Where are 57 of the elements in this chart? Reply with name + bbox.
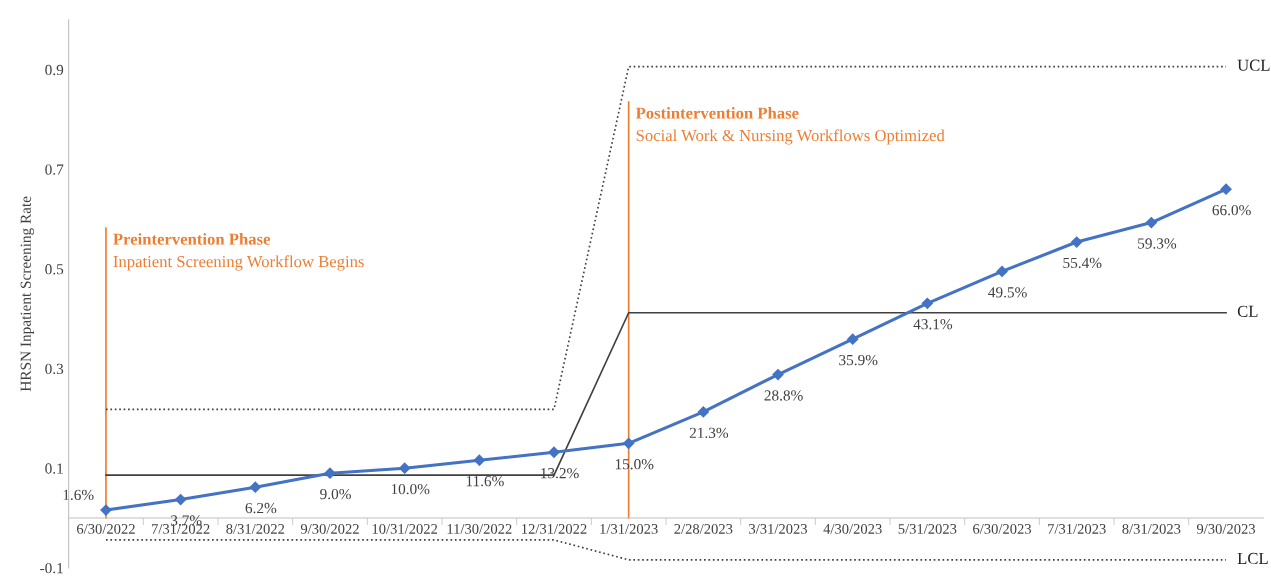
ref-line-label: Preintervention Phase Inpatient Screening Workflow Begins (113, 233, 364, 271)
x-tick-label: 6/30/2023 (973, 524, 1032, 534)
series-label: LCL (1237, 552, 1268, 565)
data-label: 1.6% (63, 489, 94, 501)
point (399, 462, 411, 474)
x-tick-label: 2/28/2023 (674, 524, 733, 534)
y-tick-label: 0.1 (45, 463, 63, 474)
ref-line-label: Postintervention Phase Social Work & Nursing Workflows Optimized (635, 107, 945, 145)
y-tick-label: 0.9 (45, 64, 64, 76)
data-label: 3.7% (171, 515, 202, 526)
point (473, 454, 485, 466)
point (548, 446, 560, 458)
x-tick-label: 1/31/2023 (600, 524, 658, 534)
series-label: UCL (1237, 59, 1270, 71)
x-tick-label: 9/30/2023 (1196, 524, 1256, 534)
data-label: 59.3% (1138, 238, 1177, 249)
y-tick-label: -0.1 (40, 562, 63, 574)
series-label: CL (1237, 305, 1258, 317)
x-tick-label: 4/30/2023 (823, 524, 882, 534)
x-tick-label: 9/30/2022 (300, 524, 359, 534)
x-tick-label: 12/31/2022 (522, 524, 587, 534)
point (324, 467, 336, 479)
data-label: 6.2% (245, 502, 277, 514)
point (847, 333, 859, 345)
data-label: 66.0% (1212, 204, 1251, 216)
data-label: 35.9% (839, 354, 878, 366)
y-tick-label: 0.5 (45, 264, 64, 275)
x-tick-label: 5/31/2023 (898, 524, 957, 534)
data-label: 43.1% (913, 319, 953, 330)
point (1145, 216, 1157, 229)
y-tick-label: 0.3 (45, 363, 64, 375)
point (996, 265, 1008, 278)
point (772, 368, 784, 381)
point (623, 437, 635, 449)
x-tick-label: 11/30/2022 (447, 524, 512, 534)
point (175, 493, 187, 506)
x-tick-label: 3/31/2023 (749, 524, 808, 534)
x-tick-label: 10/31/2022 (372, 524, 438, 534)
point (1071, 236, 1083, 248)
point (249, 481, 261, 493)
x-tick-label: 8/31/2022 (226, 524, 285, 534)
y-tick-label: 0.7 (45, 164, 64, 175)
x-tick-label: 7/31/2022 (152, 524, 210, 534)
data-label: 9.0% (320, 488, 351, 500)
point (697, 406, 709, 418)
data-label: 10.0% (391, 483, 430, 495)
data-label: 49.5% (988, 287, 1027, 298)
data-label: 11.6% (466, 475, 504, 487)
point (921, 297, 933, 309)
data-label: 21.3% (689, 427, 729, 439)
x-tick-label: 8/31/2023 (1122, 524, 1181, 534)
point (1220, 183, 1232, 195)
data-label: 28.8% (764, 390, 803, 401)
x-tick-label: 7/31/2023 (1048, 524, 1106, 534)
y-axis-title: HRSN Inpatient Screening Rate (20, 196, 35, 392)
x-tick-label: 6/30/2022 (77, 524, 135, 534)
data-label: 55.4% (1063, 257, 1102, 269)
